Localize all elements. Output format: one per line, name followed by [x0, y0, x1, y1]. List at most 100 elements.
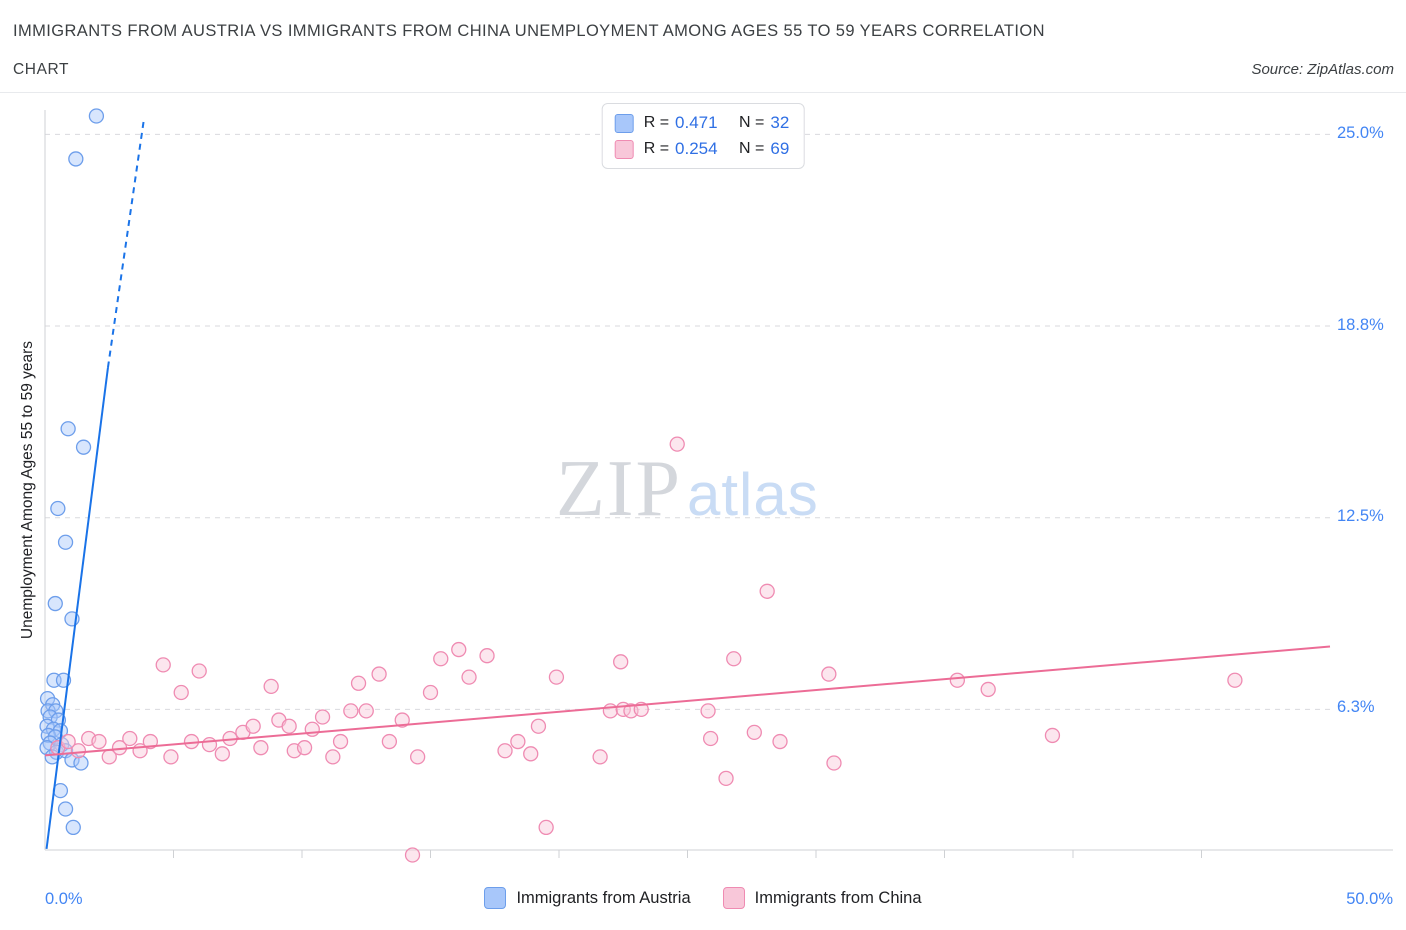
correlation-legend: R = 0.471 N = 32 R = 0.254 N = 69	[601, 103, 805, 169]
scatter-point-china[interactable]	[461, 669, 477, 685]
scatter-point-china[interactable]	[700, 703, 716, 719]
scatter-point-china[interactable]	[479, 648, 495, 664]
legend-row-austria: R = 0.471 N = 32	[614, 113, 790, 133]
scatter-point-china[interactable]	[304, 721, 320, 737]
legend-label-china: Immigrants from China	[754, 888, 922, 907]
scatter-point-china[interactable]	[404, 847, 421, 863]
trend-line-austria	[45, 367, 109, 849]
scatter-point-china[interactable]	[980, 681, 996, 698]
scatter-point-china[interactable]	[332, 733, 349, 750]
scatter-point-china[interactable]	[497, 743, 513, 759]
scatter-point-china[interactable]	[122, 730, 138, 747]
scatter-point-china[interactable]	[451, 641, 467, 658]
scatter-point-china[interactable]	[155, 657, 171, 673]
scatter-point-china[interactable]	[602, 703, 619, 719]
n-label: N =	[739, 140, 765, 157]
scatter-point-china[interactable]	[1044, 727, 1061, 744]
n-value-austria: 32	[770, 113, 790, 132]
scatter-point-china[interactable]	[371, 666, 387, 682]
scatter-point-china[interactable]	[281, 718, 297, 734]
scatter-point-china[interactable]	[548, 669, 565, 685]
scatter-point-china[interactable]	[91, 733, 107, 750]
scatter-point-china[interactable]	[201, 736, 218, 753]
scatter-point-china[interactable]	[523, 746, 539, 762]
scatter-point-china[interactable]	[70, 743, 87, 759]
china-swatch-icon	[614, 139, 634, 159]
scatter-point-austria[interactable]	[60, 421, 76, 437]
scatter-point-china[interactable]	[253, 740, 269, 756]
scatter-point-china[interactable]	[350, 675, 367, 691]
scatter-point-austria[interactable]	[50, 500, 66, 517]
scatter-point-china[interactable]	[142, 733, 159, 750]
series-legend: Immigrants from Austria Immigrants from …	[0, 887, 1406, 909]
legend-label-austria: Immigrants from Austria	[516, 888, 691, 907]
scatter-point-china[interactable]	[433, 651, 449, 667]
scatter-point-austria[interactable]	[68, 151, 84, 167]
scatter-point-china[interactable]	[381, 733, 398, 750]
scatter-point-china[interactable]	[1227, 672, 1243, 688]
scatter-point-china[interactable]	[409, 749, 426, 765]
scatter-point-austria[interactable]	[47, 595, 63, 612]
austria-swatch-icon	[484, 887, 507, 909]
page-title: IMMIGRANTS FROM AUSTRIA VS IMMIGRANTS FR…	[13, 22, 1045, 40]
scatter-point-china[interactable]	[530, 718, 547, 734]
scatter-point-austria[interactable]	[88, 108, 105, 124]
scatter-point-china[interactable]	[214, 746, 230, 762]
scatter-point-china[interactable]	[510, 733, 526, 750]
x-tick-50: 50.0%	[1346, 890, 1393, 908]
chart-subtitle: CHART	[13, 61, 70, 78]
scatter-point-china[interactable]	[759, 583, 775, 599]
scatter-point-china[interactable]	[314, 709, 331, 725]
china-swatch-icon	[722, 887, 745, 909]
r-value-austria: 0.471	[675, 113, 718, 132]
scatter-point-china[interactable]	[191, 663, 207, 679]
scatter-point-china[interactable]	[296, 740, 313, 756]
scatter-point-austria[interactable]	[57, 534, 74, 550]
scatter-point-austria[interactable]	[73, 755, 89, 771]
scatter-point-china[interactable]	[358, 703, 374, 719]
scatter-point-china[interactable]	[826, 755, 842, 771]
scatter-point-austria[interactable]	[57, 801, 74, 817]
scatter-point-china[interactable]	[702, 730, 719, 747]
scatter-point-china[interactable]	[163, 749, 179, 765]
legend-row-china: R = 0.254 N = 69	[614, 139, 790, 159]
scatter-point-china[interactable]	[592, 749, 608, 765]
x-tick-0: 0.0%	[45, 890, 83, 908]
scatter-point-china[interactable]	[821, 666, 837, 682]
scatter-point-china[interactable]	[343, 703, 359, 719]
scatter-point-china[interactable]	[772, 733, 788, 750]
trend-line-china	[44, 645, 1331, 757]
source-attribution: Source: ZipAtlas.com	[1251, 61, 1394, 78]
scatter-point-china[interactable]	[669, 436, 685, 452]
scatter-point-china[interactable]	[325, 749, 341, 765]
n-value-china: 69	[770, 139, 790, 158]
scatter-point-austria[interactable]	[65, 819, 81, 836]
scatter-point-austria[interactable]	[48, 703, 64, 719]
scatter-point-china[interactable]	[718, 770, 734, 786]
scatter-point-china[interactable]	[245, 718, 261, 734]
austria-swatch-icon	[614, 113, 634, 133]
scatter-point-austria[interactable]	[42, 709, 58, 725]
scatter-point-austria[interactable]	[75, 439, 92, 455]
scatter-point-china[interactable]	[394, 712, 410, 728]
scatter-point-china[interactable]	[538, 819, 554, 836]
y-tick-18-8: 18.8%	[1337, 316, 1384, 334]
scatter-point-china[interactable]	[726, 651, 742, 667]
y-axis-label: Unemployment Among Ages 55 to 59 years	[19, 340, 36, 640]
header-divider	[0, 92, 1406, 93]
r-value-china: 0.254	[675, 139, 718, 158]
legend-item-austria: Immigrants from Austria	[484, 887, 691, 909]
trend-line-austria	[106, 118, 145, 368]
scatter-point-china[interactable]	[173, 684, 189, 701]
scatter-point-china[interactable]	[422, 684, 439, 701]
scatter-point-china[interactable]	[746, 724, 762, 740]
scatter-point-china[interactable]	[949, 672, 965, 688]
n-label: N =	[739, 114, 765, 131]
y-tick-12-5: 12.5%	[1337, 507, 1384, 525]
legend-item-china: Immigrants from China	[722, 887, 922, 909]
y-tick-25: 25.0%	[1337, 124, 1384, 142]
r-label: R =	[643, 140, 670, 157]
scatter-point-china[interactable]	[613, 654, 629, 670]
scatter-point-china[interactable]	[263, 678, 279, 695]
